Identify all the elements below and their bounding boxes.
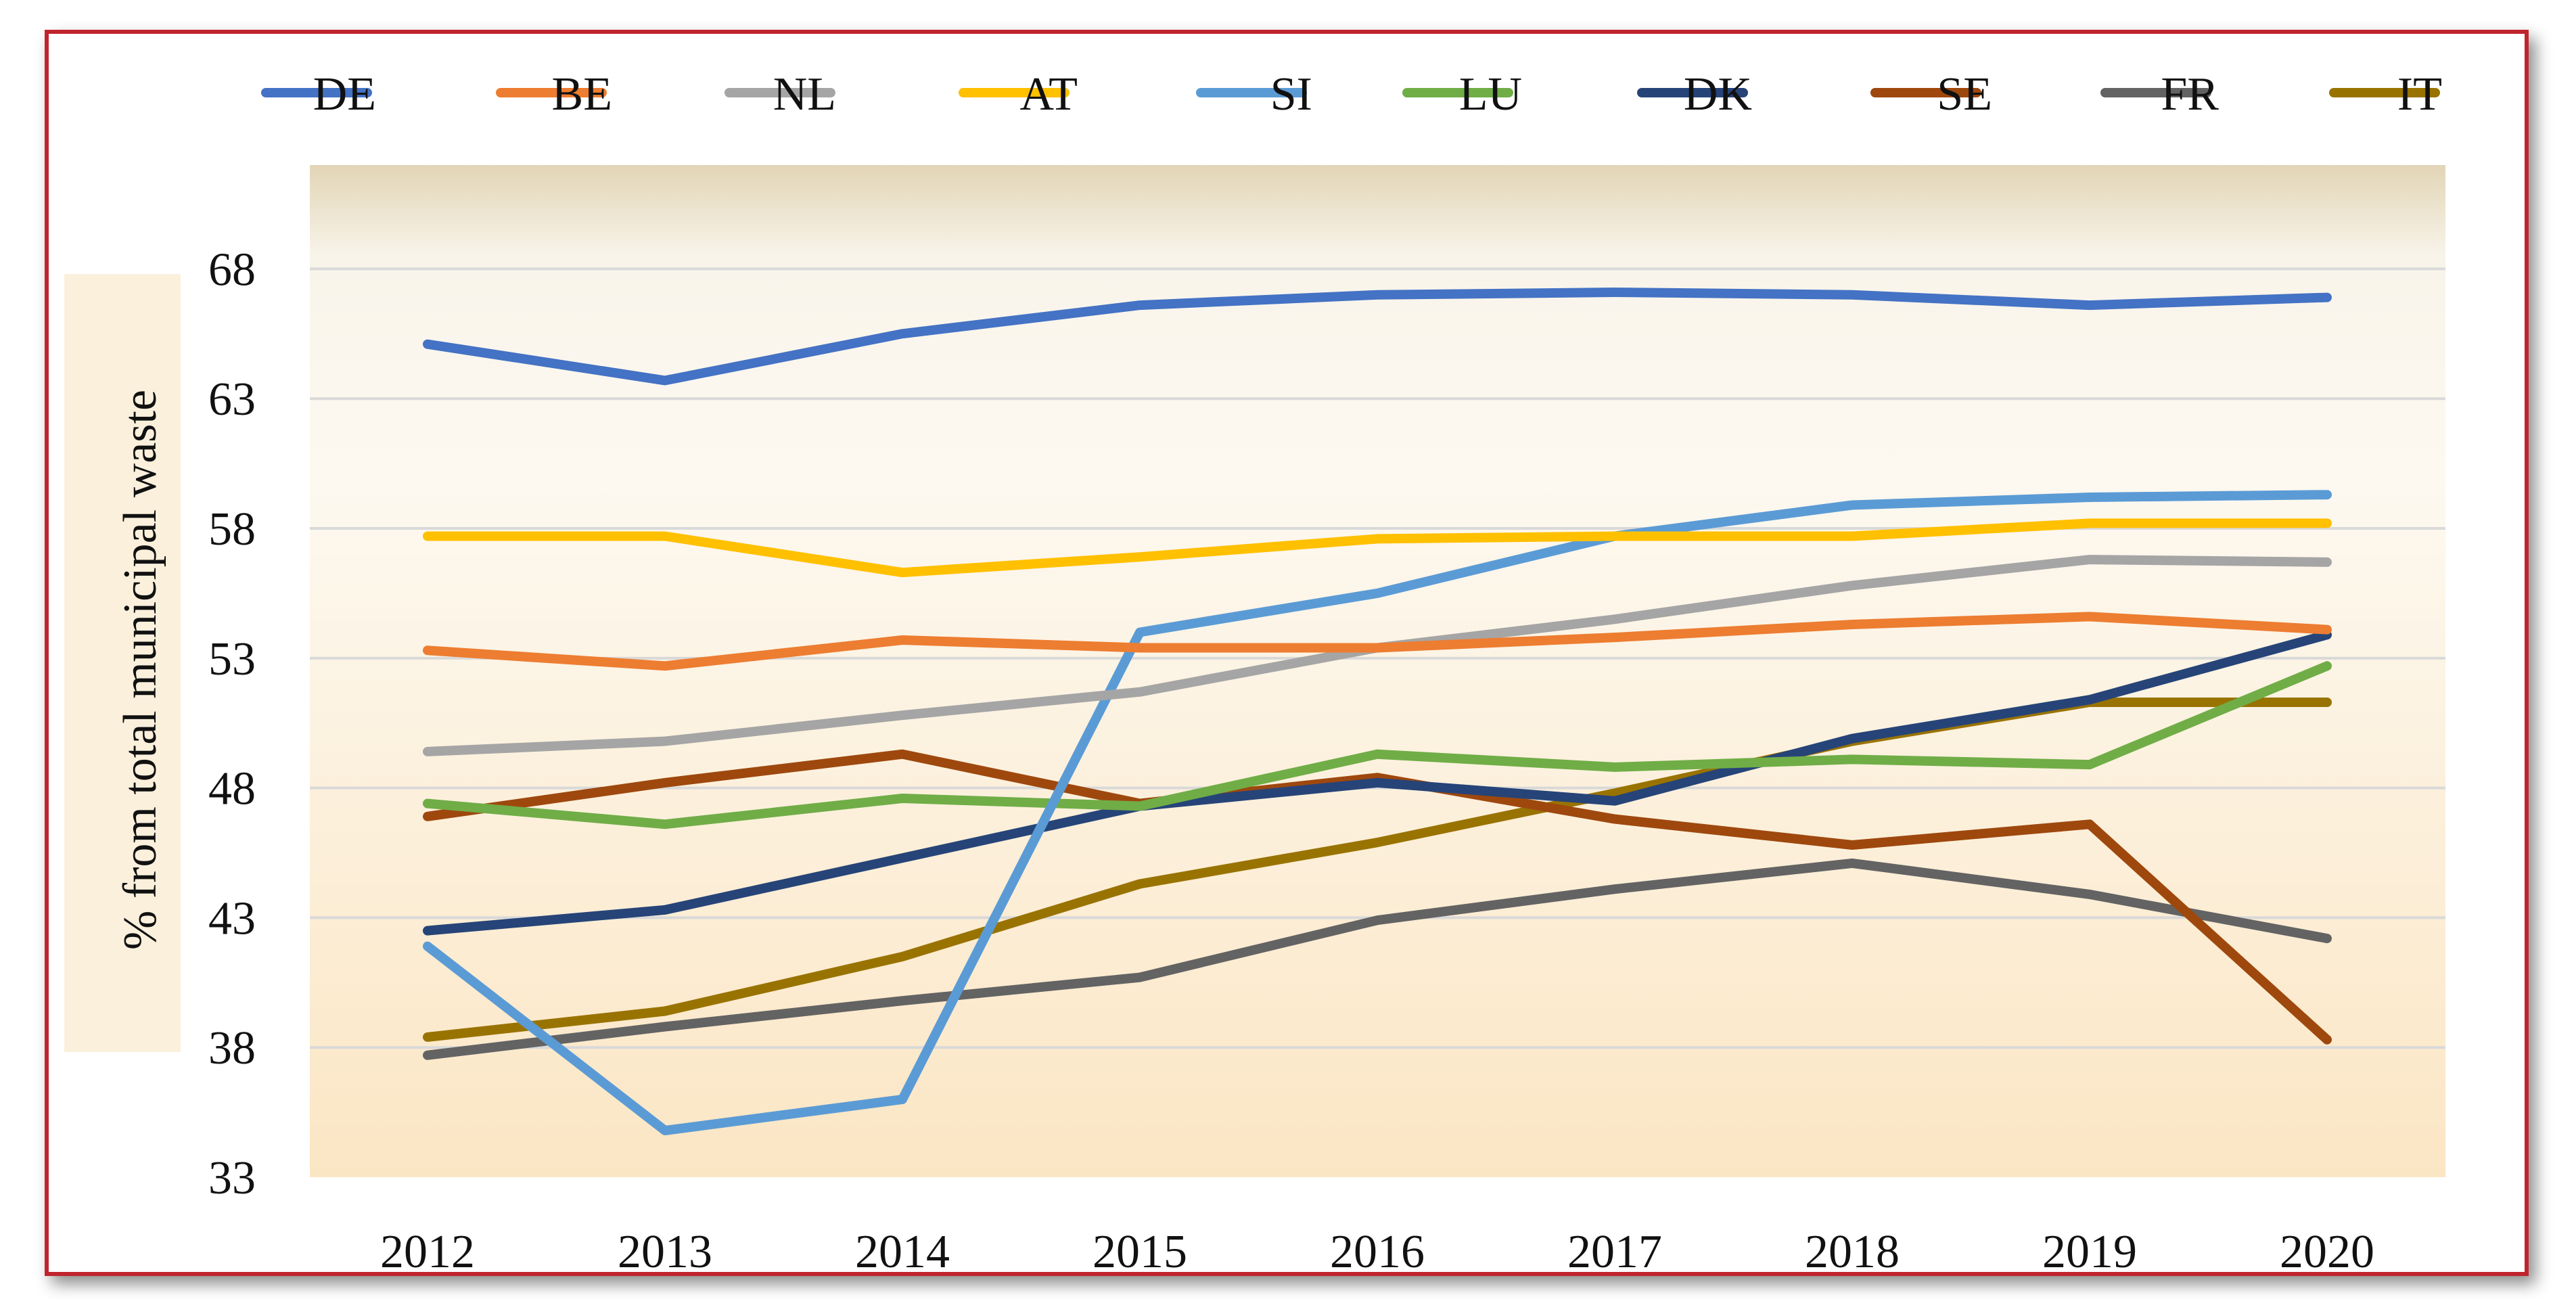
x-axis-ticks: 2012 2013 2014 2015 2016 2017 2018 2019 2020 <box>380 1226 2374 1278</box>
legend: DE BE NL AT SI LU DK SE FR IT <box>261 68 2442 120</box>
legend-label-nl: NL <box>773 68 836 120</box>
legend-label-it: IT <box>2397 68 2442 120</box>
legend-label-lu: LU <box>1459 68 1522 120</box>
y-axis-label: % from total municipal waste <box>114 390 166 950</box>
series-line-be <box>423 612 2332 671</box>
series-line-dk <box>423 630 2332 936</box>
x-tick-label: 2014 <box>855 1226 950 1278</box>
series-line-lu <box>423 661 2332 829</box>
x-tick-label: 2018 <box>1805 1226 1900 1278</box>
legend-label-de: DE <box>313 68 376 120</box>
y-axis-label-backdrop <box>64 274 181 1052</box>
x-tick-label: 2013 <box>618 1226 712 1278</box>
legend-label-fr: FR <box>2161 68 2219 120</box>
x-tick-label: 2012 <box>380 1226 475 1278</box>
legend-label-si: SI <box>1270 68 1312 120</box>
series-lines <box>423 288 2332 1135</box>
series-line-si <box>423 490 2332 1135</box>
series-line-fr <box>423 858 2332 1060</box>
y-axis-ticks: 33 38 43 48 53 58 63 68 <box>208 244 256 1204</box>
legend-label-at: AT <box>1019 68 1078 120</box>
gridlines <box>310 267 2445 1049</box>
legend-label-se: SE <box>1937 68 1992 120</box>
plot-area <box>310 165 2445 1177</box>
y-tick-label: 33 <box>208 1152 256 1204</box>
y-tick-label: 38 <box>208 1022 256 1074</box>
y-tick-label: 53 <box>208 633 256 685</box>
y-tick-label: 63 <box>208 373 256 426</box>
x-tick-label: 2016 <box>1330 1226 1425 1278</box>
y-tick-label: 58 <box>208 503 256 555</box>
y-tick-label: 43 <box>208 892 256 944</box>
legend-label-dk: DK <box>1684 68 1752 120</box>
y-tick-label: 68 <box>208 244 256 296</box>
x-tick-label: 2020 <box>2280 1226 2374 1278</box>
x-tick-label: 2019 <box>2042 1226 2137 1278</box>
x-tick-label: 2017 <box>1567 1226 1662 1278</box>
x-tick-label: 2015 <box>1092 1226 1187 1278</box>
y-tick-label: 48 <box>208 763 256 815</box>
series-line-at <box>423 518 2332 578</box>
series-line-se <box>423 749 2332 1045</box>
series-line-de <box>423 288 2332 386</box>
legend-label-be: BE <box>552 68 612 120</box>
